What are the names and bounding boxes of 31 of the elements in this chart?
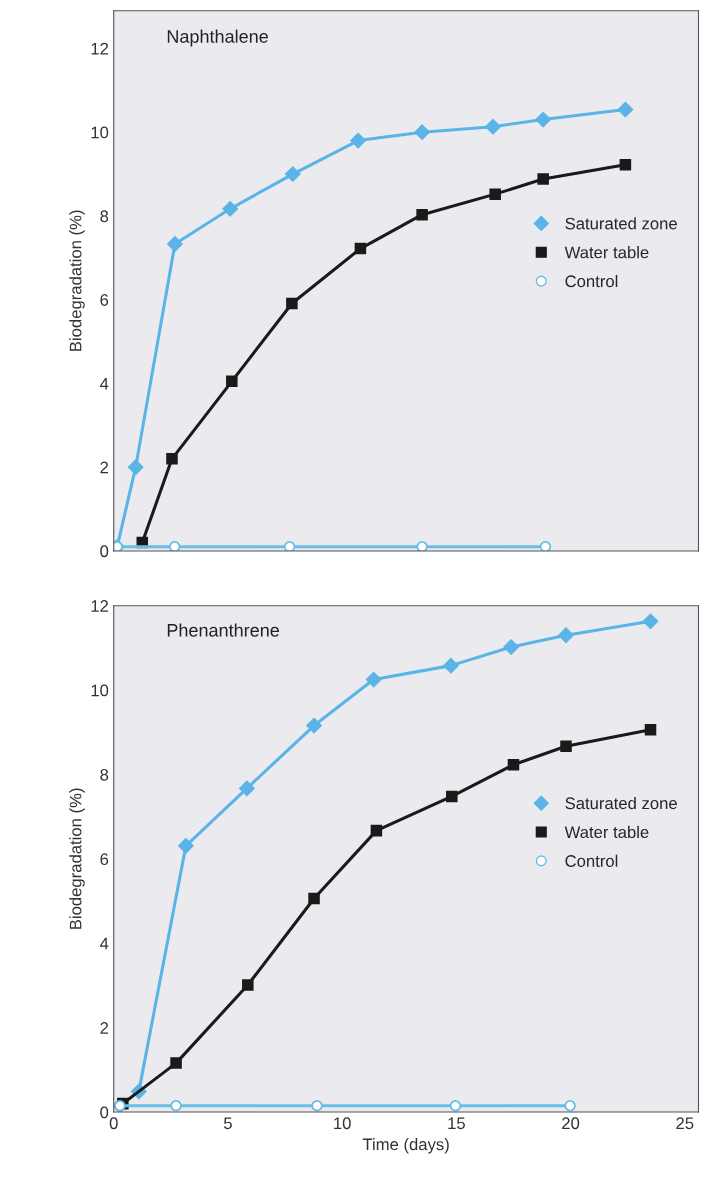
legend-label: Saturated zone — [565, 217, 677, 230]
x-tick-label: 20 — [562, 1117, 580, 1130]
legend-label: Control — [565, 274, 618, 288]
x-tick-label: 5 — [223, 1117, 232, 1130]
y-tick-label: 12 — [91, 42, 109, 55]
legend-label: Water table — [564, 825, 649, 839]
y-tick-label: 0 — [100, 1106, 109, 1119]
y-tick-label: 10 — [91, 126, 109, 139]
y-tick-label: 6 — [100, 853, 109, 866]
legend-label: Saturated zone — [565, 796, 677, 810]
y-tick-label: 6 — [100, 294, 109, 306]
y-tick-label: 8 — [100, 210, 109, 223]
y-tick-label: 12 — [91, 600, 109, 612]
legend-label: Water table — [564, 246, 649, 259]
y-tick-label: 4 — [99, 937, 109, 950]
y-axis-title: Biodegradation (%) — [69, 788, 85, 929]
y-tick-label: 2 — [100, 1022, 109, 1034]
y-tick-label: 8 — [100, 768, 109, 781]
x-axis-title: Time (days) — [362, 1138, 449, 1154]
y-tick-label: 2 — [100, 461, 109, 474]
y-tick-label: 0 — [100, 545, 109, 558]
y-tick-label: 4 — [99, 378, 109, 390]
text: Phenanthrene — [167, 623, 279, 637]
text: Naphthalene — [167, 29, 268, 47]
x-tick-label: 10 — [334, 1117, 351, 1130]
x-tick-label: 0 — [109, 1117, 118, 1130]
legend-label: Control — [565, 854, 618, 867]
x-tick-label: 25 — [676, 1117, 694, 1130]
y-axis-title: Biodegradation (%) — [69, 210, 85, 351]
y-tick-label: 10 — [91, 684, 109, 697]
x-tick-label: 15 — [448, 1117, 465, 1130]
